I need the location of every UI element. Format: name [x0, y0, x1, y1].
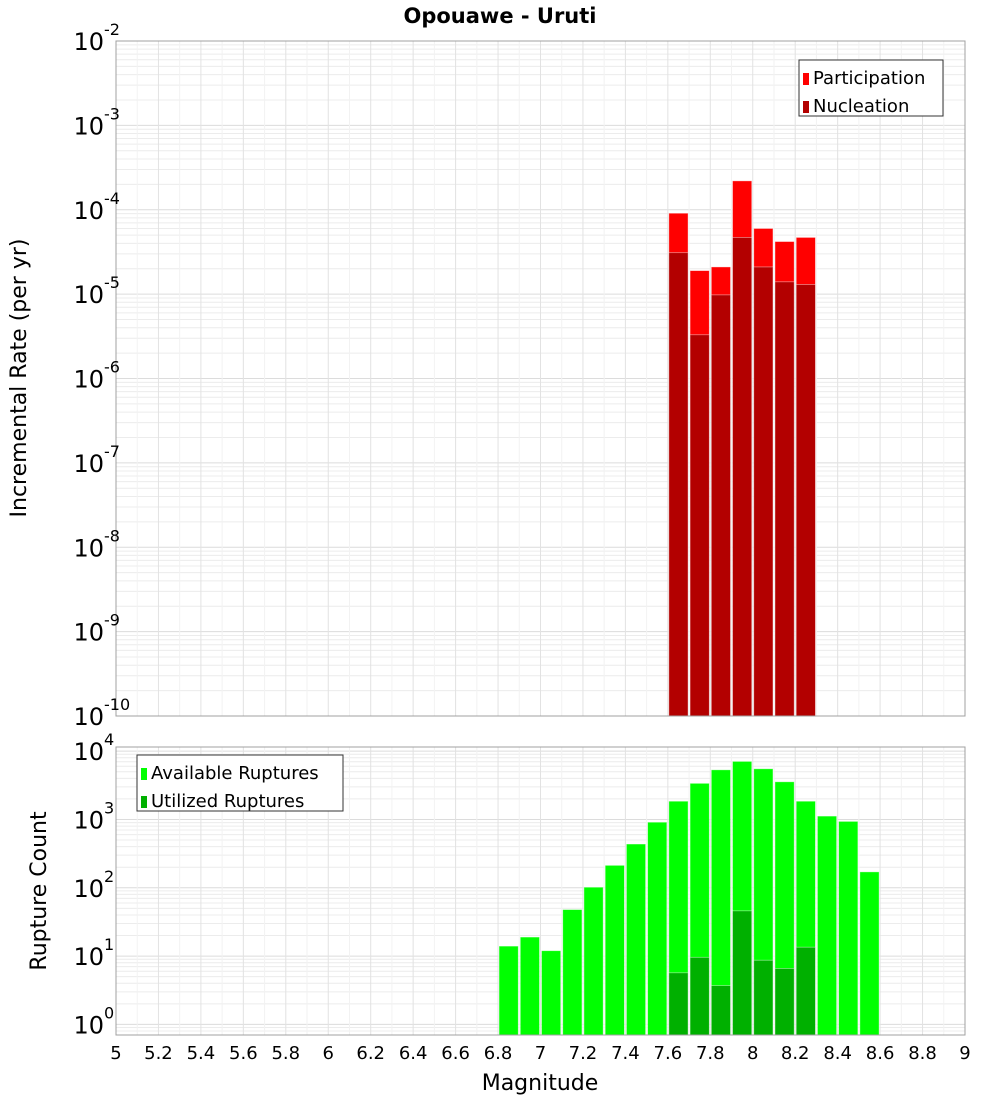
y-tick-label: 10	[73, 28, 104, 56]
y-tick-label: 10	[73, 534, 104, 562]
bar-available-ruptures	[626, 843, 647, 1036]
bar-available-ruptures	[859, 871, 880, 1036]
x-tick-label: 5.8	[271, 1043, 300, 1064]
legend-swatch	[141, 768, 147, 780]
bar-available-ruptures	[498, 945, 519, 1036]
plot-frame	[115, 40, 966, 717]
y-tick-label: 10	[73, 875, 104, 903]
legend: Participation Nucleation	[798, 59, 944, 117]
y-tick-exponent: 3	[104, 798, 114, 817]
bar-utilized-ruptures	[774, 968, 795, 1036]
x-tick-label: 5.4	[187, 1043, 216, 1064]
x-tick-label: 6.6	[441, 1043, 470, 1064]
bar-nucleation	[710, 294, 731, 717]
y-tick-label: 10	[73, 197, 104, 225]
bar-utilized-ruptures	[710, 985, 731, 1036]
x-tick-label: 7.4	[611, 1043, 640, 1064]
bar-nucleation	[732, 237, 753, 717]
bar-utilized-ruptures	[732, 910, 753, 1036]
legend: Available Ruptures Utilized Ruptures	[136, 754, 344, 812]
chart-title: Opouawe - Uruti	[403, 4, 596, 28]
y-tick-label: 10	[73, 738, 104, 766]
legend-label: Nucleation	[813, 96, 909, 117]
x-tick-label: 5	[110, 1043, 121, 1064]
x-axis-label: Magnitude	[482, 1071, 599, 1096]
top-y-axis-label: Incremental Rate (per yr)	[7, 239, 32, 518]
bar-available-ruptures	[817, 815, 838, 1036]
bar-utilized-ruptures	[753, 959, 774, 1036]
y-tick-exponent: -10	[104, 695, 130, 714]
y-tick-label: 10	[73, 703, 104, 731]
bar-utilized-ruptures	[795, 946, 816, 1036]
y-tick-label: 10	[73, 450, 104, 478]
x-tick-label: 8	[747, 1043, 758, 1064]
legend-swatch	[803, 73, 809, 85]
bar-available-ruptures	[519, 936, 540, 1036]
bar-available-ruptures	[562, 909, 583, 1036]
legend-label: Participation	[813, 68, 925, 89]
y-tick-exponent: -5	[104, 273, 120, 292]
y-tick-exponent: -3	[104, 104, 120, 123]
legend-label: Available Ruptures	[151, 763, 319, 784]
x-tick-label: 7	[535, 1043, 546, 1064]
y-tick-label: 10	[73, 366, 104, 394]
x-tick-label: 8.4	[823, 1043, 852, 1064]
legend-swatch	[803, 101, 809, 113]
x-tick-label: 7.2	[569, 1043, 598, 1064]
bar-nucleation	[689, 334, 710, 717]
plot-panel-1: 10 010 110 210 310 45 5.2 5.4 5.6 5.8 6 6.2 6.4 6.6 6.…	[73, 730, 970, 1064]
x-tick-label: 9	[959, 1043, 970, 1064]
plot-frame	[115, 746, 966, 1036]
bar-available-ruptures	[604, 864, 625, 1036]
bottom-y-axis-label: Rupture Count	[27, 811, 52, 971]
x-tick-label: 7.8	[696, 1043, 725, 1064]
x-tick-label: 6.2	[356, 1043, 385, 1064]
x-tick-label: 7.6	[654, 1043, 683, 1064]
y-tick-label: 10	[73, 619, 104, 647]
bar-nucleation	[774, 281, 795, 717]
y-tick-exponent: -4	[104, 189, 120, 208]
y-tick-label: 10	[73, 943, 104, 971]
y-tick-label: 10	[73, 806, 104, 834]
y-tick-exponent: 1	[104, 935, 114, 954]
x-tick-label: 6.8	[484, 1043, 513, 1064]
y-tick-exponent: 2	[104, 867, 114, 886]
y-tick-exponent: -2	[104, 20, 120, 39]
legend-box	[136, 754, 344, 812]
y-tick-exponent: -7	[104, 442, 120, 461]
bar-available-ruptures	[583, 886, 604, 1036]
x-tick-label: 8.6	[866, 1043, 895, 1064]
y-tick-exponent: 0	[104, 1003, 114, 1022]
bar-utilized-ruptures	[668, 972, 689, 1036]
y-tick-exponent: -9	[104, 611, 120, 630]
y-tick-label: 10	[73, 281, 104, 309]
bar-nucleation	[668, 252, 689, 717]
x-tick-label: 5.2	[144, 1043, 173, 1064]
y-tick-label: 10	[73, 112, 104, 140]
legend-label: Utilized Ruptures	[151, 791, 304, 812]
y-tick-exponent: 4	[104, 730, 114, 749]
bar-available-ruptures	[647, 821, 668, 1036]
x-tick-label: 8.8	[908, 1043, 937, 1064]
y-tick-label: 10	[73, 1011, 104, 1039]
x-tick-label: 5.6	[229, 1043, 258, 1064]
bar-available-ruptures	[541, 950, 562, 1036]
bar-nucleation	[753, 266, 774, 717]
legend-box	[798, 59, 944, 117]
x-tick-label: 6.4	[399, 1043, 428, 1064]
x-tick-label: 8.2	[781, 1043, 810, 1064]
bar-nucleation	[795, 284, 816, 717]
y-tick-exponent: -8	[104, 526, 120, 545]
legend-swatch	[141, 796, 147, 808]
bar-available-ruptures	[838, 820, 859, 1036]
bar-utilized-ruptures	[689, 956, 710, 1036]
y-tick-exponent: -6	[104, 358, 120, 377]
x-tick-label: 6	[323, 1043, 334, 1064]
